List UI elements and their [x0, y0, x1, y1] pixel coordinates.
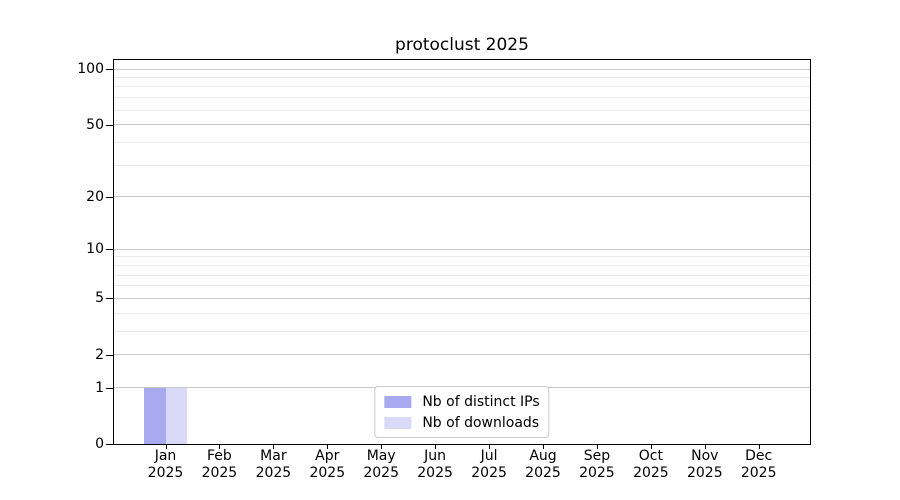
gridline-minor [114, 285, 810, 287]
x-tick-year: 2025 [255, 465, 292, 481]
gridline-minor [114, 97, 810, 99]
x-tick-year: 2025 [363, 465, 399, 481]
x-tick-label: May 2025 [349, 448, 413, 482]
gridline-minor [114, 312, 810, 314]
y-tick-label: 5 [95, 290, 104, 307]
x-tick-year: 2025 [417, 465, 453, 481]
y-tick-mark [106, 444, 113, 445]
legend-label: Nb of distinct IPs [422, 393, 540, 410]
x-tick-year: 2025 [309, 465, 346, 481]
legend-row: Nb of distinct IPs [384, 392, 540, 411]
gridline-minor [114, 86, 810, 88]
x-tick-mark [219, 444, 220, 449]
gridline-minor [114, 274, 810, 276]
y-tick-label: 1 [95, 379, 104, 396]
x-tick-mark [327, 444, 328, 449]
plot-area: Nb of distinct IPs Nb of downloads [113, 59, 811, 445]
x-tick-month: Apr [315, 448, 340, 464]
x-tick-mark [381, 444, 382, 449]
legend-swatch [384, 395, 412, 408]
legend: Nb of distinct IPs Nb of downloads [374, 386, 550, 438]
x-tick-year: 2025 [147, 465, 184, 481]
y-tick-mark [106, 388, 113, 389]
y-tick-mark [106, 249, 113, 250]
x-tick-month: Aug [529, 448, 557, 464]
y-tick-mark [106, 298, 113, 299]
x-tick-month: Jun [424, 448, 447, 464]
gridline-major [114, 196, 810, 198]
y-tick-mark [106, 355, 113, 356]
gridline-major [114, 68, 810, 70]
gridline-minor [114, 330, 810, 332]
gridline-minor [114, 265, 810, 266]
x-tick-year: 2025 [686, 465, 723, 481]
x-tick-label: Nov 2025 [673, 448, 737, 482]
x-tick-month: Jan [154, 448, 177, 464]
x-tick-label: Jul 2025 [457, 448, 521, 482]
x-tick-mark [759, 444, 760, 449]
y-tick-label: 20 [86, 188, 104, 205]
x-tick-mark [435, 444, 436, 449]
bar-nb-of-distinct-ips [144, 387, 166, 444]
x-tick-month: Sep [583, 448, 611, 464]
x-tick-mark [651, 444, 652, 449]
x-tick-label: Aug 2025 [511, 448, 575, 482]
x-tick-label: Mar 2025 [241, 448, 305, 482]
gridline-minor [114, 256, 810, 258]
bar-nb-of-downloads [165, 387, 187, 444]
x-tick-year: 2025 [633, 465, 669, 481]
legend-row: Nb of downloads [384, 413, 539, 432]
x-tick-year: 2025 [471, 465, 507, 481]
gridline-major [114, 124, 810, 125]
legend-swatch [384, 416, 412, 429]
x-tick-label: Feb 2025 [187, 448, 251, 482]
x-tick-year: 2025 [740, 465, 777, 481]
chart-title: protoclust 2025 [395, 35, 529, 55]
x-tick-label: Jan 2025 [134, 448, 198, 482]
y-tick-mark [106, 197, 113, 198]
x-tick-label: Sep 2025 [565, 448, 629, 482]
y-tick-mark [106, 125, 113, 126]
x-tick-year: 2025 [201, 465, 238, 481]
x-tick-label: Apr 2025 [295, 448, 359, 482]
y-tick-mark [106, 69, 113, 70]
y-tick-label: 100 [77, 61, 104, 77]
y-tick-label: 2 [95, 346, 104, 363]
x-tick-year: 2025 [579, 465, 615, 481]
gridline-major [114, 297, 810, 299]
x-tick-mark [166, 444, 167, 449]
legend-label: Nb of downloads [422, 414, 540, 431]
x-tick-mark [705, 444, 706, 449]
gridline-minor [114, 141, 810, 143]
x-tick-label: Jun 2025 [403, 448, 467, 482]
x-tick-month: Feb [206, 448, 232, 464]
gridline-major [114, 354, 810, 356]
y-tick-label: 0 [95, 436, 104, 452]
gridline-minor [114, 77, 810, 78]
x-tick-mark [543, 444, 544, 449]
x-tick-mark [597, 444, 598, 449]
y-tick-label: 50 [86, 116, 104, 133]
x-tick-label: Dec 2025 [727, 448, 791, 482]
x-tick-month: Jul [480, 448, 498, 464]
x-tick-mark [489, 444, 490, 449]
x-tick-mark [273, 444, 274, 449]
x-tick-month: May [366, 448, 396, 464]
x-tick-month: Mar [260, 448, 287, 464]
gridline-minor [114, 109, 810, 111]
x-tick-year: 2025 [525, 465, 561, 481]
y-tick-label: 10 [86, 241, 104, 258]
x-tick-month: Nov [691, 448, 719, 464]
x-tick-label: Oct 2025 [619, 448, 683, 482]
x-tick-month: Oct [638, 448, 663, 464]
gridline-major [114, 248, 810, 250]
gridline-minor [114, 164, 810, 166]
x-tick-month: Dec [745, 448, 773, 464]
